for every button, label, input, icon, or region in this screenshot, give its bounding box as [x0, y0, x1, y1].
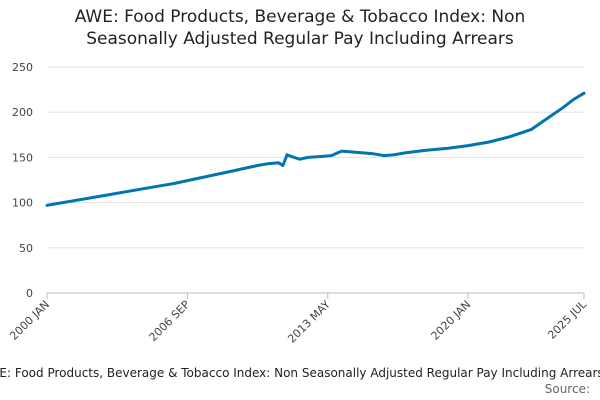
legend-label: AWE: Food Products, Beverage & Tobacco I…: [0, 366, 600, 380]
chart-title: AWE: Food Products, Beverage & Tobacco I…: [0, 6, 600, 50]
y-tick-label: 0: [26, 287, 33, 300]
y-tick-label: 100: [12, 197, 33, 210]
x-tick-label: 2000 JAN: [7, 298, 52, 343]
x-tick-label: 2025 JUL: [545, 297, 589, 341]
x-tick-label: 2020 JAN: [429, 298, 474, 343]
chart-title-line-2: Seasonally Adjusted Regular Pay Includin…: [86, 29, 514, 49]
y-tick-label: 250: [12, 61, 33, 74]
series-line: [45, 91, 586, 207]
x-tick-label: 2006 SEP: [147, 298, 193, 344]
x-tick-label: 2013 MAY: [285, 298, 333, 346]
y-tick-label: 50: [19, 242, 33, 255]
source-note: Source:: [544, 382, 590, 396]
chart-title-line-1: AWE: Food Products, Beverage & Tobacco I…: [74, 7, 526, 27]
y-tick-label: 150: [12, 151, 33, 164]
y-tick-label: 200: [12, 106, 33, 119]
legend: AWE: Food Products, Beverage & Tobacco I…: [0, 366, 600, 382]
